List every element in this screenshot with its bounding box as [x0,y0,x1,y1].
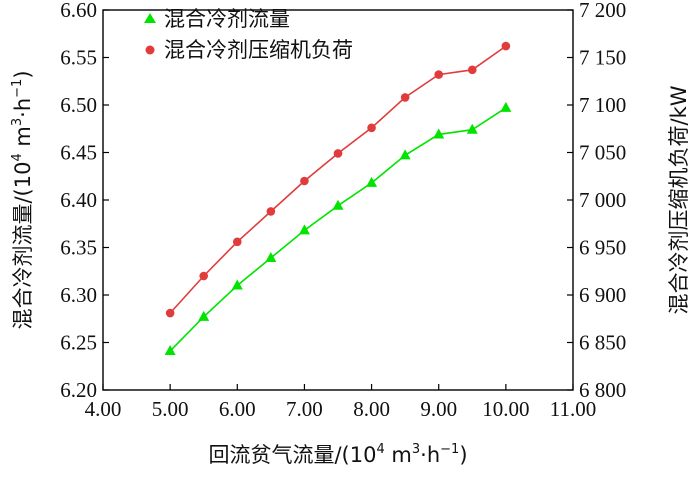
legend-item-load: 混合冷剂压缩机负荷 [145,38,353,62]
triangle-point [466,123,478,134]
series-line-0 [169,107,507,352]
x-tick-label: 7.00 [286,397,323,421]
triangle-point [298,224,310,235]
legend: 混合冷剂流量 混合冷剂压缩机负荷 [144,7,353,62]
x-axis-ticks: 4.00 5.00 6.00 7.00 8.00 9.00 10.00 11.00 [85,384,596,421]
circle-point [199,271,209,281]
x-tick-label: 6.00 [219,397,256,421]
circle-point [467,65,477,75]
triangle-point [265,251,277,262]
x-tick-label: 11.00 [550,397,596,421]
left-y-tick-label: 6.60 [60,0,97,22]
right-y-axis-ticks: 6 800 6 850 6 900 6 950 7 000 7 050 7 100 7 150… [567,0,626,402]
legend-item-flow: 混合冷剂流量 [144,7,290,31]
circle-point [333,149,343,158]
right-y-tick-label: 6 950 [579,236,626,260]
circle-point [501,41,511,51]
legend-label-load: 混合冷剂压缩机负荷 [164,38,353,62]
series-line-1 [169,45,507,314]
x-tick-label: 4.00 [85,397,122,421]
right-y-tick-label: 7 000 [579,188,626,212]
legend-circle-marker [145,45,155,55]
triangle-point [231,279,243,290]
x-tick-label: 10.00 [482,397,529,421]
right-y-tick-label: 7 200 [579,0,626,22]
right-y-tick-label: 7 100 [579,93,626,117]
series-layer [164,41,512,356]
right-y-tick-label: 7 150 [579,46,626,70]
triangle-point [399,149,411,160]
triangle-point [500,101,512,112]
left-y-tick-label: 6.20 [60,378,97,402]
left-y-tick-label: 6.30 [60,283,97,307]
left-y-tick-label: 6.55 [60,46,97,70]
right-y-tick-label: 6 900 [579,283,626,307]
triangle-point [198,310,210,321]
circle-point [400,93,410,102]
right-y-axis-title: 混合冷剂压缩机负荷/kW [667,85,691,314]
left-y-tick-label: 6.40 [60,188,97,212]
left-y-tick-label: 6.35 [60,236,97,260]
legend-label-flow: 混合冷剂流量 [164,7,290,31]
left-y-tick-label: 6.25 [60,331,97,355]
triangle-point [433,128,445,139]
circle-point [232,237,242,247]
circle-point [300,176,309,186]
circle-point [367,123,376,133]
right-y-tick-label: 6 800 [579,378,626,402]
triangle-point [366,176,378,187]
left-y-axis-ticks: 6.20 6.25 6.30 6.35 6.40 6.45 6.50 6.55 6.60 [60,0,109,402]
triangle-point [332,199,344,210]
x-tick-label: 9.00 [420,397,457,421]
triangle-point [164,345,176,356]
x-axis-title: 回流贫气流量/(104 m3·h−1) [208,442,467,467]
right-y-tick-label: 7 050 [579,141,626,165]
circle-point [434,70,444,79]
left-y-axis-title: 混合冷剂流量/(104 m3·h−1) [10,70,35,329]
legend-triangle-marker [144,13,156,23]
left-y-tick-label: 6.45 [60,141,97,165]
left-y-tick-label: 6.50 [60,93,97,117]
circle-point [165,308,175,318]
x-tick-label: 5.00 [152,397,189,421]
right-y-tick-label: 6 850 [579,331,626,355]
circle-point [266,207,276,216]
x-tick-label: 8.00 [353,397,390,421]
